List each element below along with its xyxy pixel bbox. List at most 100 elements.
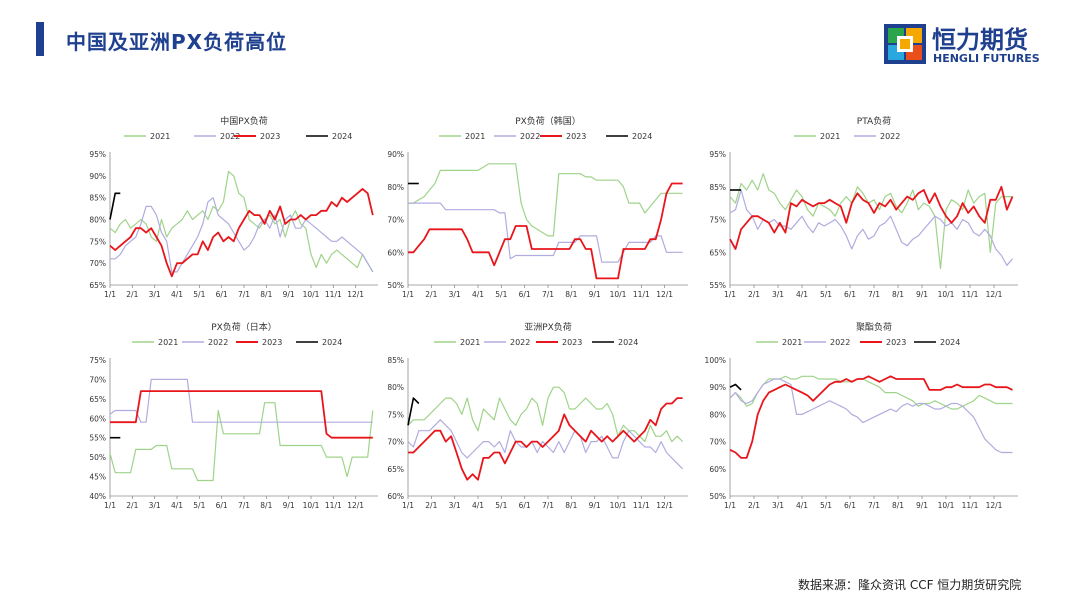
logo-chinese-name: 恒力期货 bbox=[932, 26, 1028, 54]
x-tick-label: 7/1 bbox=[238, 501, 250, 510]
x-tick-label: 5/1 bbox=[820, 501, 832, 510]
series-line-2024 bbox=[729, 383, 742, 391]
x-tick-label: 4/1 bbox=[472, 290, 484, 299]
x-tick-label: 11/1 bbox=[962, 290, 979, 299]
legend-label-2024: 2024 bbox=[332, 132, 352, 141]
logo-english-name: HENGLI FUTURES bbox=[933, 52, 1040, 65]
legend-label-2023: 2023 bbox=[562, 338, 582, 347]
logo-mark-icon bbox=[884, 24, 926, 64]
series-line-2023 bbox=[110, 390, 373, 439]
legend-label-2023: 2023 bbox=[886, 338, 906, 347]
y-tick-label: 80% bbox=[387, 383, 404, 392]
series-line-2022 bbox=[729, 189, 1013, 266]
x-tick-label: 10/1 bbox=[303, 290, 320, 299]
y-tick-label: 50% bbox=[387, 281, 404, 290]
x-tick-label: 6/1 bbox=[216, 501, 228, 510]
x-tick-label: 10/1 bbox=[938, 290, 955, 299]
y-tick-label: 70% bbox=[387, 438, 404, 447]
chart-svg: PX负荷（日本） 2021 2022 2023 2024 40% 45% 50% 55% 60% 6… bbox=[89, 321, 378, 510]
legend-label-2023: 2023 bbox=[566, 132, 586, 141]
legend-label-2021: 2021 bbox=[158, 338, 178, 347]
title-accent-bar bbox=[36, 22, 44, 56]
series-line-2021 bbox=[729, 173, 1013, 270]
x-tick-label: 4/1 bbox=[472, 501, 484, 510]
x-tick-label: 3/1 bbox=[449, 290, 461, 299]
chart-asia-px-load: 亚洲PX负荷 2021 2022 2023 2024 60% 65% 70% 75% 80% 85%… bbox=[370, 318, 700, 518]
legend-label-2021: 2021 bbox=[465, 132, 485, 141]
series-line-2023 bbox=[729, 185, 1014, 250]
y-tick-label: 85% bbox=[89, 194, 106, 203]
x-tick-label: 1/1 bbox=[724, 290, 736, 299]
y-tick-label: 70% bbox=[89, 259, 106, 268]
chart-title: PX负荷（韩国） bbox=[515, 115, 581, 127]
x-tick-label: 3/1 bbox=[149, 290, 161, 299]
legend-label-2021: 2021 bbox=[782, 338, 802, 347]
legend-label-2021: 2021 bbox=[820, 132, 840, 141]
y-tick-label: 70% bbox=[387, 216, 404, 225]
x-tick-label: 10/1 bbox=[610, 501, 627, 510]
x-tick-label: 5/1 bbox=[495, 290, 507, 299]
x-tick-label: 3/1 bbox=[149, 501, 161, 510]
y-tick-label: 85% bbox=[387, 356, 404, 365]
series-line-2021 bbox=[408, 163, 683, 237]
y-tick-label: 95% bbox=[89, 150, 106, 159]
x-tick-label: 1/1 bbox=[402, 501, 414, 510]
chart-svg: PTA负荷 2021 2022 55% 65% 75% 85% 95% 1/1 2/1 3/1 4/1… bbox=[709, 115, 1018, 299]
y-tick-label: 65% bbox=[89, 395, 106, 404]
series-line-2023 bbox=[729, 375, 1013, 459]
x-tick-label: 1/1 bbox=[402, 290, 414, 299]
legend-label-2022: 2022 bbox=[830, 338, 850, 347]
series-line-2022 bbox=[729, 378, 1013, 454]
y-tick-label: 75% bbox=[89, 356, 106, 365]
y-tick-label: 90% bbox=[709, 383, 726, 392]
chart-korea-px-load: PX负荷（韩国） 2021 2022 2023 2024 50% 60% 70% 80% 90% 1… bbox=[370, 112, 700, 307]
y-tick-label: 55% bbox=[709, 281, 726, 290]
x-tick-label: 11/1 bbox=[633, 290, 650, 299]
y-tick-label: 55% bbox=[89, 434, 106, 443]
data-source-note: 数据来源：隆众资讯 CCF 恒力期货研究院 bbox=[798, 578, 1022, 592]
x-tick-label: 8/1 bbox=[565, 290, 577, 299]
y-tick-label: 50% bbox=[709, 492, 726, 501]
y-tick-label: 45% bbox=[89, 473, 106, 482]
legend-label-2023: 2023 bbox=[262, 338, 282, 347]
x-tick-label: 12/1 bbox=[656, 501, 673, 510]
x-tick-label: 2/1 bbox=[425, 290, 437, 299]
y-tick-label: 65% bbox=[709, 248, 726, 257]
legend-label-2024: 2024 bbox=[632, 132, 652, 141]
y-tick-label: 80% bbox=[89, 216, 106, 225]
x-tick-label: 9/1 bbox=[916, 501, 928, 510]
series-line-2022 bbox=[110, 197, 374, 273]
series-line-2024 bbox=[407, 397, 420, 426]
x-tick-label: 2/1 bbox=[748, 501, 760, 510]
chart-pta-load: PTA负荷 2021 2022 55% 65% 75% 85% 95% 1/1 2/1 3/1 4/1… bbox=[690, 112, 1030, 307]
legend-label-2021: 2021 bbox=[150, 132, 170, 141]
series-line-2022 bbox=[408, 202, 683, 263]
legend-label-2023: 2023 bbox=[260, 132, 280, 141]
y-tick-label: 75% bbox=[387, 410, 404, 419]
series-line-2023 bbox=[408, 397, 683, 481]
y-tick-label: 50% bbox=[89, 453, 106, 462]
x-tick-label: 4/1 bbox=[796, 501, 808, 510]
x-tick-label: 7/1 bbox=[542, 501, 554, 510]
x-tick-label: 6/1 bbox=[519, 501, 531, 510]
y-tick-label: 80% bbox=[709, 410, 726, 419]
x-tick-label: 2/1 bbox=[748, 290, 760, 299]
chart-title: PTA负荷 bbox=[857, 115, 891, 127]
x-tick-label: 8/1 bbox=[892, 290, 904, 299]
x-tick-label: 8/1 bbox=[892, 501, 904, 510]
chart-title: 聚酯负荷 bbox=[856, 321, 892, 333]
y-tick-label: 70% bbox=[709, 438, 726, 447]
x-tick-label: 5/1 bbox=[193, 290, 205, 299]
x-tick-label: 11/1 bbox=[325, 501, 342, 510]
series-line-2024 bbox=[109, 192, 121, 220]
x-tick-label: 6/1 bbox=[216, 290, 228, 299]
x-tick-label: 8/1 bbox=[565, 501, 577, 510]
x-tick-label: 1/1 bbox=[104, 501, 116, 510]
x-tick-label: 5/1 bbox=[820, 290, 832, 299]
y-tick-label: 100% bbox=[705, 356, 726, 365]
x-tick-label: 6/1 bbox=[519, 290, 531, 299]
y-tick-label: 60% bbox=[709, 465, 726, 474]
legend-label-2022: 2022 bbox=[220, 132, 240, 141]
x-tick-label: 3/1 bbox=[772, 501, 784, 510]
chart-title: PX负荷（日本） bbox=[211, 321, 277, 333]
